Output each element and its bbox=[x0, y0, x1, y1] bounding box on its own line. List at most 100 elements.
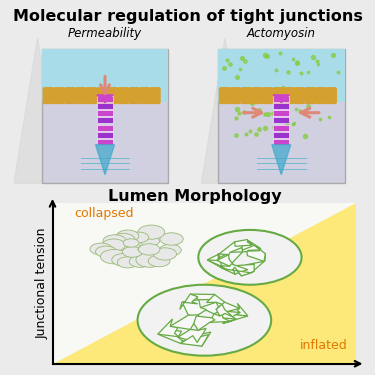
Text: Actomyosin: Actomyosin bbox=[247, 27, 316, 40]
Bar bbox=[273, 96, 290, 102]
Text: collapsed: collapsed bbox=[74, 207, 133, 220]
Bar bbox=[97, 124, 113, 130]
Bar bbox=[42, 49, 168, 102]
Polygon shape bbox=[178, 328, 206, 342]
Polygon shape bbox=[14, 38, 61, 183]
FancyBboxPatch shape bbox=[149, 87, 161, 104]
FancyBboxPatch shape bbox=[64, 87, 75, 104]
Polygon shape bbox=[180, 294, 198, 309]
Circle shape bbox=[90, 243, 112, 255]
Polygon shape bbox=[96, 145, 114, 175]
Polygon shape bbox=[247, 249, 265, 261]
Circle shape bbox=[123, 239, 139, 247]
Circle shape bbox=[129, 232, 148, 243]
Polygon shape bbox=[158, 319, 179, 337]
Circle shape bbox=[138, 225, 165, 239]
Polygon shape bbox=[200, 302, 219, 314]
Bar bbox=[97, 103, 113, 109]
Polygon shape bbox=[216, 304, 233, 317]
FancyBboxPatch shape bbox=[138, 87, 150, 104]
Circle shape bbox=[96, 246, 117, 257]
Polygon shape bbox=[217, 255, 236, 268]
Polygon shape bbox=[97, 95, 113, 103]
Circle shape bbox=[138, 246, 152, 253]
Circle shape bbox=[117, 257, 138, 268]
Bar bbox=[97, 110, 113, 116]
Bar bbox=[273, 132, 290, 138]
FancyBboxPatch shape bbox=[251, 87, 262, 104]
FancyBboxPatch shape bbox=[240, 87, 252, 104]
Polygon shape bbox=[53, 202, 356, 364]
Polygon shape bbox=[219, 311, 240, 319]
Circle shape bbox=[138, 244, 160, 255]
Polygon shape bbox=[207, 254, 224, 269]
Polygon shape bbox=[219, 302, 240, 314]
FancyBboxPatch shape bbox=[117, 87, 129, 104]
Circle shape bbox=[103, 235, 126, 247]
FancyBboxPatch shape bbox=[272, 87, 284, 104]
FancyBboxPatch shape bbox=[96, 87, 107, 104]
Text: inflated: inflated bbox=[299, 339, 347, 352]
Circle shape bbox=[100, 249, 128, 264]
FancyBboxPatch shape bbox=[304, 87, 316, 104]
Polygon shape bbox=[242, 240, 260, 250]
Bar bbox=[273, 117, 290, 123]
FancyBboxPatch shape bbox=[128, 87, 140, 104]
Circle shape bbox=[148, 255, 170, 267]
Polygon shape bbox=[170, 315, 202, 329]
Polygon shape bbox=[180, 334, 209, 346]
Polygon shape bbox=[235, 240, 253, 246]
FancyBboxPatch shape bbox=[219, 87, 230, 104]
Circle shape bbox=[198, 230, 302, 285]
Y-axis label: Junctional tension: Junctional tension bbox=[35, 227, 48, 339]
Bar bbox=[273, 110, 290, 116]
Circle shape bbox=[140, 236, 160, 246]
Polygon shape bbox=[190, 294, 217, 302]
Circle shape bbox=[159, 244, 181, 256]
Polygon shape bbox=[242, 242, 261, 252]
Polygon shape bbox=[158, 330, 183, 344]
FancyBboxPatch shape bbox=[42, 87, 54, 104]
FancyBboxPatch shape bbox=[230, 87, 241, 104]
Bar bbox=[97, 96, 113, 102]
Bar bbox=[273, 124, 290, 130]
Polygon shape bbox=[182, 300, 206, 316]
Polygon shape bbox=[273, 95, 290, 103]
Polygon shape bbox=[246, 261, 265, 273]
Bar bbox=[273, 139, 290, 145]
FancyBboxPatch shape bbox=[85, 87, 97, 104]
Text: Lumen Morphology: Lumen Morphology bbox=[108, 189, 282, 204]
Text: Molecular regulation of tight junctions: Molecular regulation of tight junctions bbox=[13, 9, 362, 24]
Polygon shape bbox=[236, 264, 254, 276]
Bar bbox=[97, 117, 113, 123]
FancyBboxPatch shape bbox=[283, 87, 294, 104]
FancyBboxPatch shape bbox=[53, 87, 65, 104]
FancyBboxPatch shape bbox=[315, 87, 326, 104]
Polygon shape bbox=[220, 264, 248, 274]
Polygon shape bbox=[235, 303, 248, 316]
Polygon shape bbox=[183, 332, 211, 346]
Polygon shape bbox=[272, 145, 291, 175]
FancyBboxPatch shape bbox=[293, 87, 305, 104]
Circle shape bbox=[102, 239, 125, 251]
Circle shape bbox=[153, 248, 177, 260]
FancyBboxPatch shape bbox=[326, 87, 337, 104]
Circle shape bbox=[112, 254, 135, 266]
Bar bbox=[273, 103, 290, 109]
Polygon shape bbox=[207, 254, 222, 268]
Circle shape bbox=[111, 233, 135, 246]
Text: Permeability: Permeability bbox=[67, 27, 141, 40]
Bar bbox=[218, 49, 345, 102]
Circle shape bbox=[127, 244, 142, 252]
Circle shape bbox=[117, 230, 139, 242]
Polygon shape bbox=[201, 38, 249, 183]
Polygon shape bbox=[218, 252, 243, 264]
Polygon shape bbox=[207, 294, 225, 306]
Bar bbox=[97, 132, 113, 138]
FancyBboxPatch shape bbox=[106, 87, 118, 104]
Bar bbox=[97, 139, 113, 145]
Polygon shape bbox=[224, 267, 251, 276]
FancyBboxPatch shape bbox=[261, 87, 273, 104]
Polygon shape bbox=[194, 316, 215, 330]
Polygon shape bbox=[223, 315, 248, 323]
